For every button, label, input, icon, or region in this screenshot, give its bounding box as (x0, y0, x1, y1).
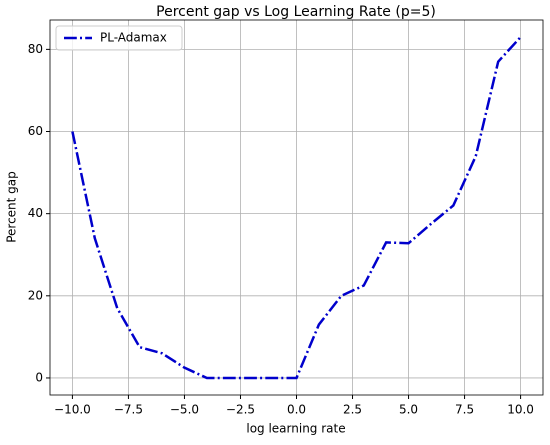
x-tick-label: 2.5 (343, 403, 362, 417)
x-tick-label: −2.5 (226, 403, 255, 417)
plot-frame (49, 19, 544, 396)
y-tick-label: 80 (28, 42, 43, 56)
x-tick-label: −5.0 (170, 403, 199, 417)
x-tick-label: −10.0 (54, 403, 91, 417)
x-tick-label: 10.0 (507, 403, 534, 417)
x-tick-label: −7.5 (114, 403, 143, 417)
y-tick-label: 0 (35, 370, 43, 384)
y-tick-label: 60 (28, 124, 43, 138)
legend-label: PL-Adamax (100, 31, 167, 45)
y-tick-label: 40 (28, 206, 43, 220)
x-tick-label: 5.0 (399, 403, 418, 417)
x-tick-label: 0.0 (287, 403, 306, 417)
y-axis-label: Percent gap (5, 171, 19, 243)
x-tick-label: 7.5 (455, 403, 474, 417)
chart-title: Percent gap vs Log Learning Rate (p=5) (156, 4, 436, 20)
x-axis-label: log learning rate (246, 422, 345, 436)
legend-box (55, 25, 183, 51)
y-tick-label: 20 (28, 288, 43, 302)
data-line (71, 36, 522, 380)
